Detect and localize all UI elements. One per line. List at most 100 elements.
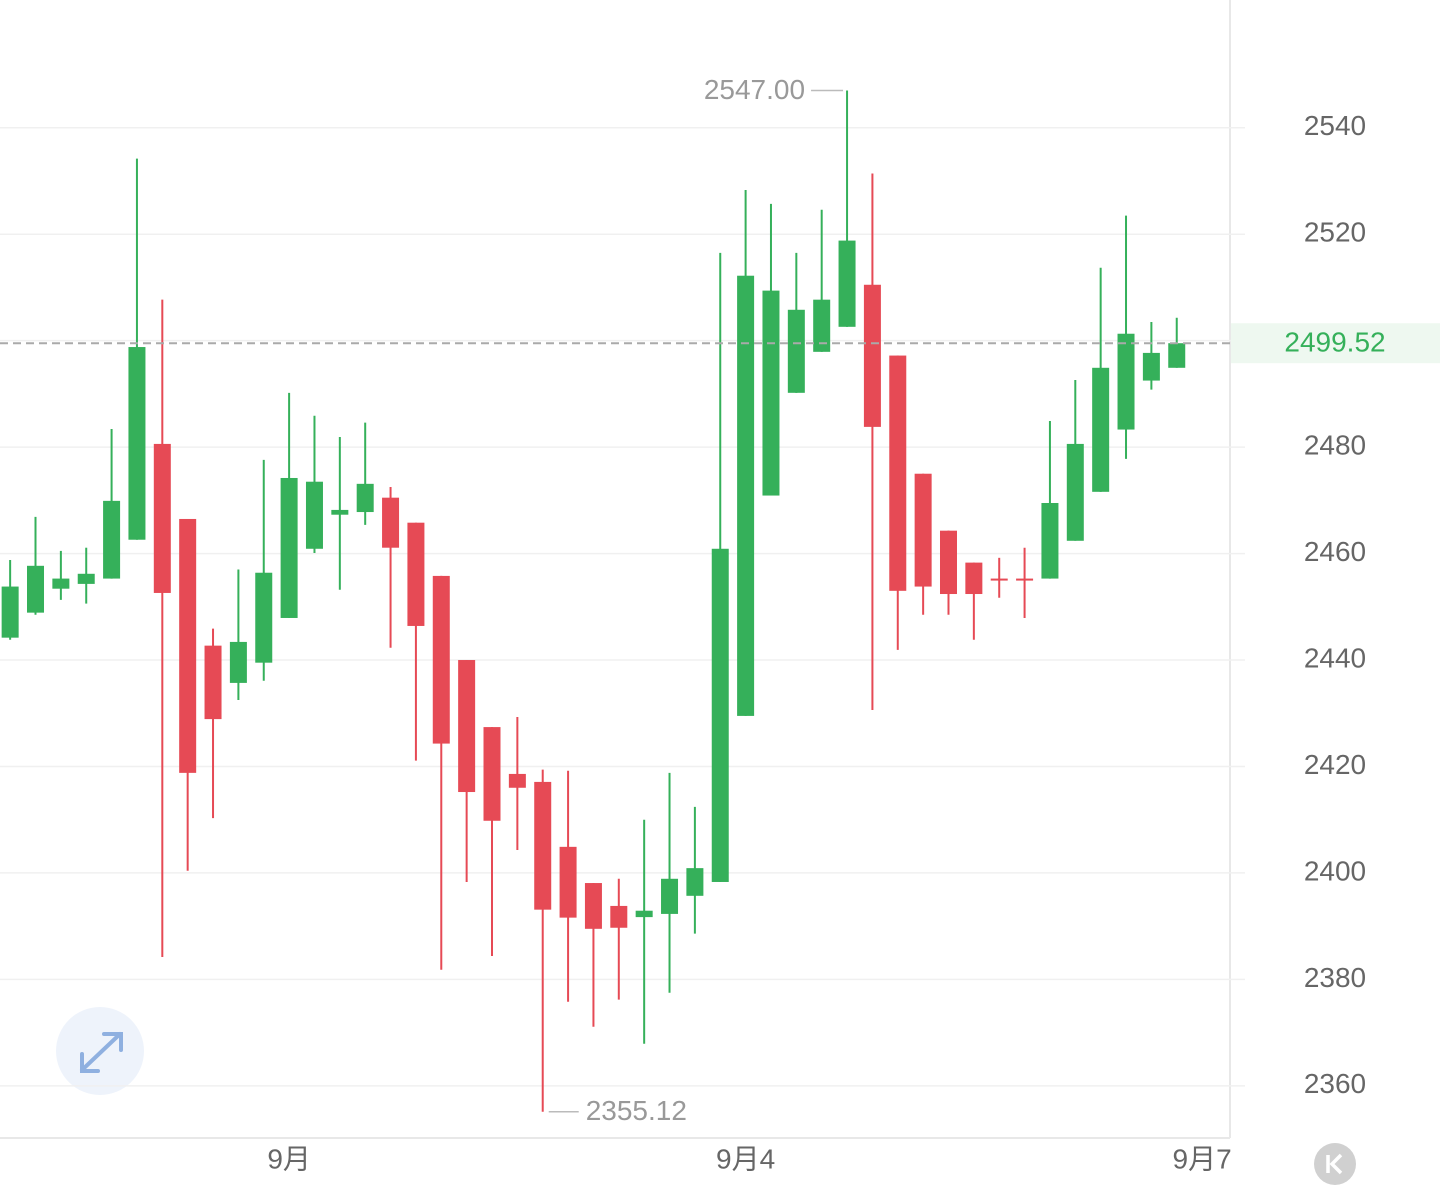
- candle-body: [407, 522, 425, 626]
- candle: [305, 415, 323, 554]
- candle-body: [1168, 343, 1186, 368]
- candle-body: [229, 641, 247, 683]
- candle-body: [661, 878, 679, 914]
- candle: [559, 770, 577, 1002]
- candle-body: [179, 518, 197, 773]
- candle: [153, 299, 171, 958]
- candle-body: [762, 290, 780, 496]
- candle-body: [635, 910, 653, 918]
- candle-body: [508, 773, 526, 788]
- candle-body: [1066, 443, 1084, 541]
- candle-body: [356, 483, 374, 513]
- candle-body: [1142, 352, 1160, 381]
- candle-body: [27, 565, 45, 613]
- candle: [27, 516, 45, 615]
- candle: [255, 459, 273, 681]
- candle: [635, 819, 653, 1044]
- candle-body: [990, 578, 1008, 581]
- candle-body: [1, 586, 19, 638]
- candle-body: [1092, 367, 1110, 492]
- candle: [432, 575, 450, 970]
- candle-body: [914, 473, 932, 587]
- candle-body: [610, 905, 628, 928]
- y-tick-label: 2460: [1304, 536, 1366, 567]
- annotation-label: 2355.12: [586, 1095, 687, 1126]
- candle: [382, 487, 400, 648]
- candle: [331, 436, 349, 590]
- candle: [1041, 421, 1059, 579]
- candle-body: [965, 562, 983, 595]
- candle-body: [1117, 333, 1135, 430]
- candle-body: [534, 781, 552, 910]
- kline-button-bg[interactable]: [1314, 1143, 1356, 1185]
- candle-body: [787, 309, 805, 393]
- candle: [280, 392, 298, 618]
- annotation-label: 2547.00: [704, 74, 805, 105]
- candle: [77, 547, 95, 604]
- candle: [458, 660, 476, 882]
- candle: [534, 769, 552, 1112]
- candle: [584, 883, 602, 1027]
- candle: [610, 878, 628, 1000]
- y-tick-label: 2540: [1304, 110, 1366, 141]
- candle-body: [280, 477, 298, 618]
- candle-body: [1016, 578, 1034, 581]
- candle: [863, 173, 881, 711]
- candle: [52, 550, 70, 600]
- candle: [838, 90, 856, 327]
- candle: [229, 569, 247, 700]
- candle: [128, 158, 146, 540]
- y-tick-label: 2440: [1304, 642, 1366, 673]
- candle-body: [204, 645, 222, 720]
- y-tick-label: 2420: [1304, 749, 1366, 780]
- candle: [103, 429, 121, 579]
- candle-body: [584, 883, 602, 929]
- candle-body: [711, 548, 729, 882]
- candle: [737, 190, 755, 716]
- candle: [1092, 267, 1110, 492]
- candle-body: [559, 846, 577, 918]
- candle: [1117, 215, 1135, 459]
- candle: [914, 473, 932, 615]
- kline-button[interactable]: [1314, 1143, 1356, 1185]
- candle-body: [863, 284, 881, 427]
- candle: [1, 559, 19, 640]
- candle: [1142, 322, 1160, 390]
- y-tick-label: 2380: [1304, 962, 1366, 993]
- candle: [711, 252, 729, 882]
- y-tick-label: 2520: [1304, 217, 1366, 248]
- candle: [179, 518, 197, 871]
- candle-body: [939, 530, 957, 595]
- candle: [356, 422, 374, 525]
- expand-icon[interactable]: [80, 1032, 123, 1073]
- candle: [1016, 547, 1034, 618]
- candle-body: [77, 573, 95, 584]
- candle-body: [128, 347, 146, 540]
- candle: [787, 252, 805, 393]
- candle: [508, 716, 526, 851]
- candle-body: [838, 240, 856, 327]
- candle-body: [1041, 502, 1059, 579]
- candle-body: [52, 578, 70, 589]
- y-tick-label: 2360: [1304, 1068, 1366, 1099]
- candle-body: [305, 481, 323, 549]
- candle: [483, 727, 501, 956]
- candle: [686, 806, 704, 934]
- candle-body: [432, 575, 450, 744]
- candle-body: [737, 275, 755, 716]
- candle: [990, 557, 1008, 598]
- expand-button[interactable]: [56, 1007, 144, 1095]
- candle: [889, 355, 907, 650]
- kline-icon[interactable]: [1326, 1153, 1343, 1175]
- candle-body: [331, 509, 349, 515]
- x-tick-label: 9月: [267, 1143, 311, 1174]
- candle-body: [483, 727, 501, 821]
- candle: [407, 522, 425, 761]
- candle: [661, 772, 679, 993]
- last-price-bg: [1231, 323, 1440, 364]
- last-price-label: 2499.52: [1284, 327, 1385, 358]
- candle: [813, 209, 831, 352]
- candle: [939, 530, 957, 615]
- y-tick-label: 2480: [1304, 430, 1366, 461]
- candle-body: [255, 572, 273, 663]
